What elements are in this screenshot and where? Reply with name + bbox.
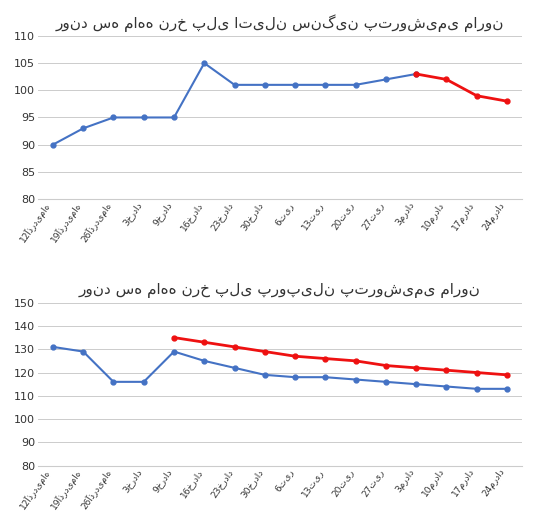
Title: روند سه ماهه نرخ پلی پروپیلن پتروشیمی مارون: روند سه ماهه نرخ پلی پروپیلن پتروشیمی ما…: [79, 284, 481, 298]
Title: روند سه ماهه نرخ پلی اتیلن سنگین پتروشیمی مارون: روند سه ماهه نرخ پلی اتیلن سنگین پتروشیم…: [56, 14, 504, 32]
